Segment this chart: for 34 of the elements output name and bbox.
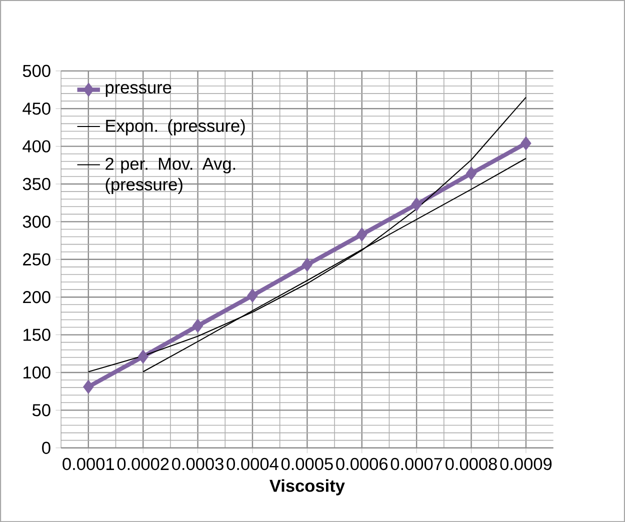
y-tick-label: 300: [22, 216, 50, 228]
x-tick-label: 0.0001: [62, 458, 114, 470]
x-tick-label: 0.0008: [446, 458, 497, 470]
x-tick-label: 0.0004: [226, 458, 278, 470]
point: [356, 227, 368, 242]
x-tick-label: 0.0002: [117, 458, 169, 470]
y-tick-label: 450: [22, 102, 50, 115]
x-tick-label: 0.0003: [172, 458, 224, 470]
y-tick-label: 500: [22, 64, 50, 77]
point: [138, 350, 148, 364]
y-tick-label: 250: [23, 253, 50, 266]
point: [520, 136, 532, 150]
legend-label: pressure: [106, 84, 172, 97]
line-series: [88, 96, 527, 372]
legend-label: Expon. (pressure): [106, 119, 245, 136]
x-tick-label: 0.0006: [336, 458, 388, 470]
y-tick-label: 150: [24, 328, 50, 341]
legend-label: 2 per. Mov. Avg. (pressure): [106, 158, 236, 194]
point: [192, 318, 204, 333]
point: [83, 380, 94, 394]
point: [302, 258, 312, 272]
point: [411, 197, 422, 212]
y-tick-label: 50: [32, 404, 50, 416]
x-axis-title: Viscosity: [270, 479, 345, 496]
x-tick-label: 0.0005: [281, 458, 333, 470]
x-tick-label: 0.0007: [390, 458, 442, 470]
point: [466, 166, 477, 180]
y-tick-label: 100: [24, 366, 50, 379]
y-tick-label: 0: [42, 442, 50, 454]
x-tick-label: 0.0009: [500, 458, 552, 470]
y-tick-label: 200: [23, 290, 50, 304]
y-tick-label: 350: [22, 178, 50, 190]
y-tick-label: 400: [22, 140, 50, 152]
point: [247, 288, 258, 302]
